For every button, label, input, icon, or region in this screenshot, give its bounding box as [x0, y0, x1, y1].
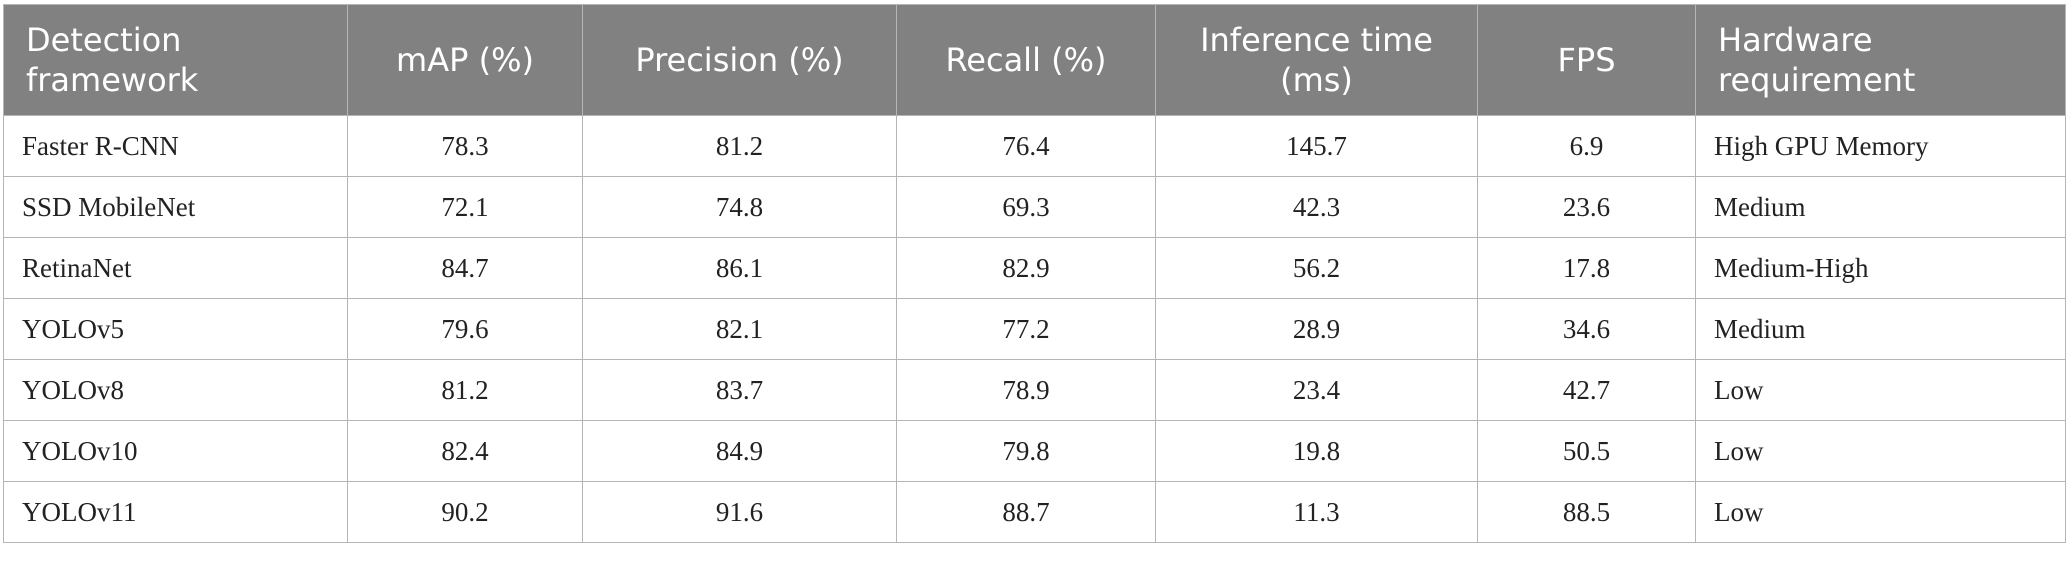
- table-cell: 88.7: [896, 481, 1156, 543]
- column-header: FPS: [1477, 4, 1696, 116]
- table-cell: 84.7: [347, 237, 583, 299]
- table-cell: 88.5: [1477, 481, 1696, 543]
- column-header: Recall (%): [896, 4, 1156, 116]
- table-cell: 72.1: [347, 176, 583, 238]
- column-header: Detection framework: [3, 4, 348, 116]
- table-cell: 19.8: [1155, 420, 1478, 482]
- table-cell: 86.1: [582, 237, 897, 299]
- table-row: YOLOv10 82.4 84.9 79.8 19.8 50.5 Low: [3, 420, 2066, 482]
- table-cell: 76.4: [896, 115, 1156, 177]
- table-cell: 79.8: [896, 420, 1156, 482]
- table-cell: SSD MobileNet: [3, 176, 348, 238]
- table-cell: 84.9: [582, 420, 897, 482]
- table-cell: 145.7: [1155, 115, 1478, 177]
- table-cell: Faster R-CNN: [3, 115, 348, 177]
- table-cell: 23.4: [1155, 359, 1478, 421]
- table-row: YOLOv5 79.6 82.1 77.2 28.9 34.6 Medium: [3, 298, 2066, 360]
- table-cell: 82.1: [582, 298, 897, 360]
- table-row: SSD MobileNet 72.1 74.8 69.3 42.3 23.6 Medium: [3, 176, 2066, 238]
- table-cell: 91.6: [582, 481, 897, 543]
- table-cell: 83.7: [582, 359, 897, 421]
- table-cell: Medium-High: [1695, 237, 2066, 299]
- table-row: YOLOv11 90.2 91.6 88.7 11.3 88.5 Low: [3, 481, 2066, 543]
- table-cell: 74.8: [582, 176, 897, 238]
- table-cell: 78.3: [347, 115, 583, 177]
- table-cell: YOLOv11: [3, 481, 348, 543]
- table-row: YOLOv8 81.2 83.7 78.9 23.4 42.7 Low: [3, 359, 2066, 421]
- table-cell: 50.5: [1477, 420, 1696, 482]
- table-cell: Medium: [1695, 176, 2066, 238]
- table-cell: 77.2: [896, 298, 1156, 360]
- table-cell: Medium: [1695, 298, 2066, 360]
- header-row: Detection framework mAP (%) Precision (%) R…: [3, 4, 2066, 116]
- column-header: Hardware requirement: [1695, 4, 2066, 116]
- table-cell: 34.6: [1477, 298, 1696, 360]
- column-header: Inference time (ms): [1155, 4, 1478, 116]
- table-cell: 79.6: [347, 298, 583, 360]
- table-row: RetinaNet 84.7 86.1 82.9 56.2 17.8 Medium-High: [3, 237, 2066, 299]
- table-cell: 90.2: [347, 481, 583, 543]
- table-cell: Low: [1695, 420, 2066, 482]
- column-header: mAP (%): [347, 4, 583, 116]
- table-cell: 28.9: [1155, 298, 1478, 360]
- table-cell: 82.4: [347, 420, 583, 482]
- table-cell: 17.8: [1477, 237, 1696, 299]
- table-cell: 42.7: [1477, 359, 1696, 421]
- table-row: Faster R-CNN 78.3 81.2 76.4 145.7 6.9 High GPU…: [3, 115, 2066, 177]
- table-cell: 81.2: [347, 359, 583, 421]
- table-cell: YOLOv10: [3, 420, 348, 482]
- table-cell: Low: [1695, 481, 2066, 543]
- table-cell: Low: [1695, 359, 2066, 421]
- table-cell: 11.3: [1155, 481, 1478, 543]
- column-header: Precision (%): [582, 4, 897, 116]
- table-cell: High GPU Memory: [1695, 115, 2066, 177]
- table-cell: 56.2: [1155, 237, 1478, 299]
- table-cell: 42.3: [1155, 176, 1478, 238]
- table-cell: 81.2: [582, 115, 897, 177]
- table-cell: 82.9: [896, 237, 1156, 299]
- comparison-table: Detection framework mAP (%) Precision (%) R…: [3, 4, 2066, 543]
- table-cell: 69.3: [896, 176, 1156, 238]
- table-cell: RetinaNet: [3, 237, 348, 299]
- table-cell: YOLOv5: [3, 298, 348, 360]
- table-cell: 78.9: [896, 359, 1156, 421]
- table-cell: YOLOv8: [3, 359, 348, 421]
- table-body: Faster R-CNN 78.3 81.2 76.4 145.7 6.9 High GPU…: [3, 115, 2066, 543]
- table-cell: 23.6: [1477, 176, 1696, 238]
- table-cell: 6.9: [1477, 115, 1696, 177]
